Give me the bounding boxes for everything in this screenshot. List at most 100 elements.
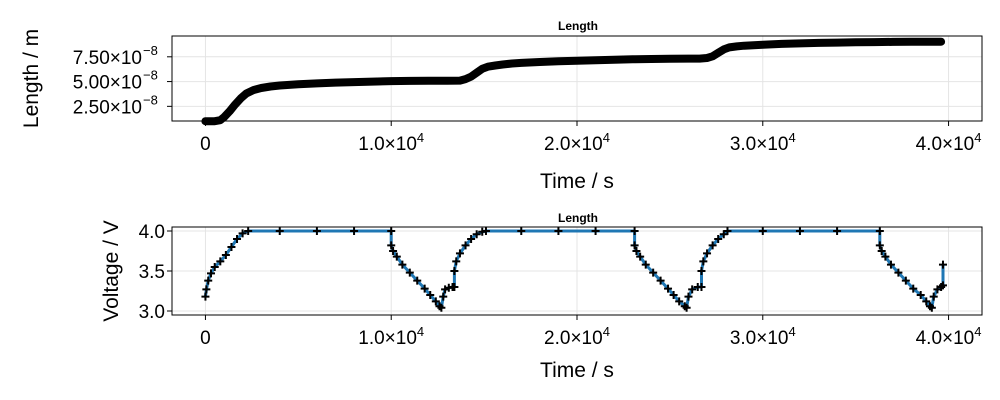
- data-point: [929, 292, 938, 301]
- x-tick-label: 1.0×104: [358, 130, 424, 155]
- data-point: [244, 227, 253, 235]
- data-point: [238, 229, 247, 238]
- voltage-panel: Length 0 1.0×104 2.0×104 3.0×104 4.0×104 3.0…: [100, 211, 983, 382]
- data-point: [221, 251, 230, 259]
- data-point: [467, 235, 476, 243]
- data-point: [437, 303, 446, 312]
- data-point: [723, 227, 732, 235]
- data-point: [398, 260, 407, 269]
- data-point: [909, 284, 918, 293]
- data-point: [517, 227, 526, 235]
- data-point: [688, 285, 697, 294]
- x-axis-label: Time / s: [540, 170, 614, 193]
- data-point: [216, 257, 225, 266]
- x-tick-label: 4.0×104: [916, 324, 982, 349]
- data-point: [684, 292, 693, 301]
- data-point: [455, 249, 464, 258]
- data-point: [210, 263, 219, 271]
- data-point: [481, 227, 490, 235]
- data-point: [699, 257, 708, 266]
- data-point: [697, 283, 706, 291]
- data-point: [405, 268, 414, 277]
- y-tick-exponent: −8: [143, 92, 158, 107]
- data-point: [630, 241, 639, 250]
- x-tick-label: 2.0×104: [544, 324, 610, 349]
- data-point: [452, 257, 461, 266]
- y-tick-labels: 2.50×10 −85.00×10 −87.50×10 −8: [73, 43, 158, 119]
- data-point: [387, 241, 396, 250]
- y-tick-label: 2.50×10: [73, 97, 142, 118]
- data-point: [389, 247, 398, 255]
- y-tick-labels: 3.0 3.5 4.0: [139, 222, 165, 323]
- data-point: [450, 283, 459, 291]
- data-point: [472, 230, 481, 239]
- data-point: [632, 247, 641, 255]
- x-axis-label: Time / s: [540, 359, 614, 382]
- y-tick-exponent: −8: [143, 68, 158, 83]
- data-point: [664, 284, 673, 293]
- data-point: [591, 227, 600, 235]
- series-group: [201, 227, 947, 312]
- data-point: [795, 227, 804, 235]
- data-point: [916, 291, 925, 299]
- data-point: [938, 260, 947, 269]
- data-point: [450, 267, 459, 275]
- data-point: [554, 227, 563, 235]
- data-point: [275, 227, 284, 235]
- data-point: [461, 241, 470, 250]
- series-line: [203, 229, 945, 310]
- data-point: [881, 252, 890, 261]
- x-tick-label: 4.0×104: [916, 130, 982, 155]
- data-point: [227, 243, 236, 251]
- grid: [167, 227, 982, 320]
- x-tick-label: 0: [200, 134, 211, 155]
- data-point: [901, 276, 910, 285]
- length-panel: Length 0 1.0×104 2.0×104 3.0×104 4.0×104 2.5…: [20, 19, 983, 193]
- plot-frame: [171, 226, 983, 316]
- data-point: [927, 303, 936, 312]
- data-point: [413, 276, 422, 285]
- y-tick-label: 3.5: [139, 262, 165, 283]
- data-point: [233, 235, 242, 243]
- plot-frame: [171, 35, 983, 122]
- x-tick-label: 3.0×104: [730, 324, 796, 349]
- x-tick-label: 3.0×104: [730, 130, 796, 155]
- x-tick-labels: 0 1.0×104 2.0×104 3.0×104 4.0×104: [200, 130, 981, 155]
- data-point: [204, 276, 213, 285]
- data-point: [708, 241, 717, 250]
- data-point: [875, 241, 884, 250]
- data-point: [641, 260, 650, 269]
- data-point: [630, 227, 639, 235]
- data-point: [207, 269, 216, 278]
- data-point: [703, 249, 712, 258]
- data-point: [201, 292, 210, 301]
- data-point: [877, 247, 886, 255]
- data-point: [387, 227, 396, 235]
- data-point: [441, 285, 450, 294]
- x-tick-labels: 0 1.0×104 2.0×104 3.0×104 4.0×104: [200, 324, 981, 349]
- data-point: [894, 268, 903, 277]
- series-group: [201, 37, 946, 126]
- data-point: [886, 260, 895, 269]
- data-point: [420, 284, 429, 293]
- panel-title: Length: [558, 19, 598, 33]
- data-point: [439, 292, 448, 301]
- data-point: [833, 227, 842, 235]
- y-tick-label: 5.00×10: [73, 73, 142, 94]
- data-point: [669, 291, 678, 299]
- data-point: [938, 281, 947, 290]
- data-point: [714, 235, 723, 243]
- data-point: [758, 227, 767, 235]
- data-point: [875, 227, 884, 235]
- y-tick-label: 4.0: [139, 222, 165, 243]
- series-line: [201, 37, 946, 126]
- data-point: [682, 303, 691, 312]
- y-tick-label: 7.50×10: [73, 48, 142, 69]
- data-point: [922, 297, 931, 306]
- x-tick-label: 2.0×104: [544, 130, 610, 155]
- data-point: [202, 285, 211, 294]
- x-tick-label: 1.0×104: [358, 324, 424, 349]
- y-tick-exponent: −8: [143, 43, 158, 58]
- data-point: [392, 252, 401, 261]
